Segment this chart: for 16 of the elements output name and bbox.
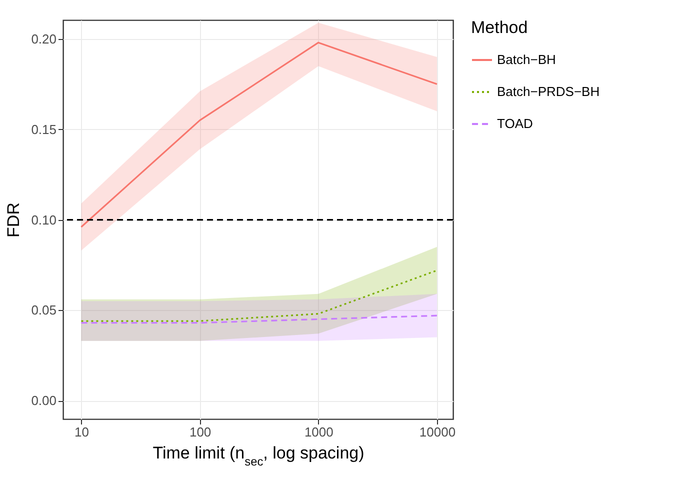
x-tick-label: 1000: [304, 424, 334, 440]
x-tick-label: 10000: [419, 424, 456, 440]
y-tick-label: 0.05: [31, 302, 56, 318]
x-axis-title: Time limit (n$_{sec}$, log spacing): [152, 444, 364, 468]
legend-title: Method: [471, 18, 528, 37]
legend-label: TOAD: [497, 116, 533, 131]
legend-label: Batch−PRDS−BH: [497, 84, 600, 99]
y-axis-title: FDR: [4, 202, 24, 238]
x-tick-label: 10: [74, 424, 89, 440]
y-tick-label: 0.20: [31, 31, 56, 46]
y-tick-label: 0.10: [31, 212, 56, 228]
x-tick-label: 100: [189, 424, 212, 440]
y-tick-label: 0.00: [31, 393, 56, 408]
legend-label: Batch−BH: [497, 52, 556, 67]
y-tick-label: 0.15: [31, 122, 56, 137]
line-series: [80, 42, 438, 228]
